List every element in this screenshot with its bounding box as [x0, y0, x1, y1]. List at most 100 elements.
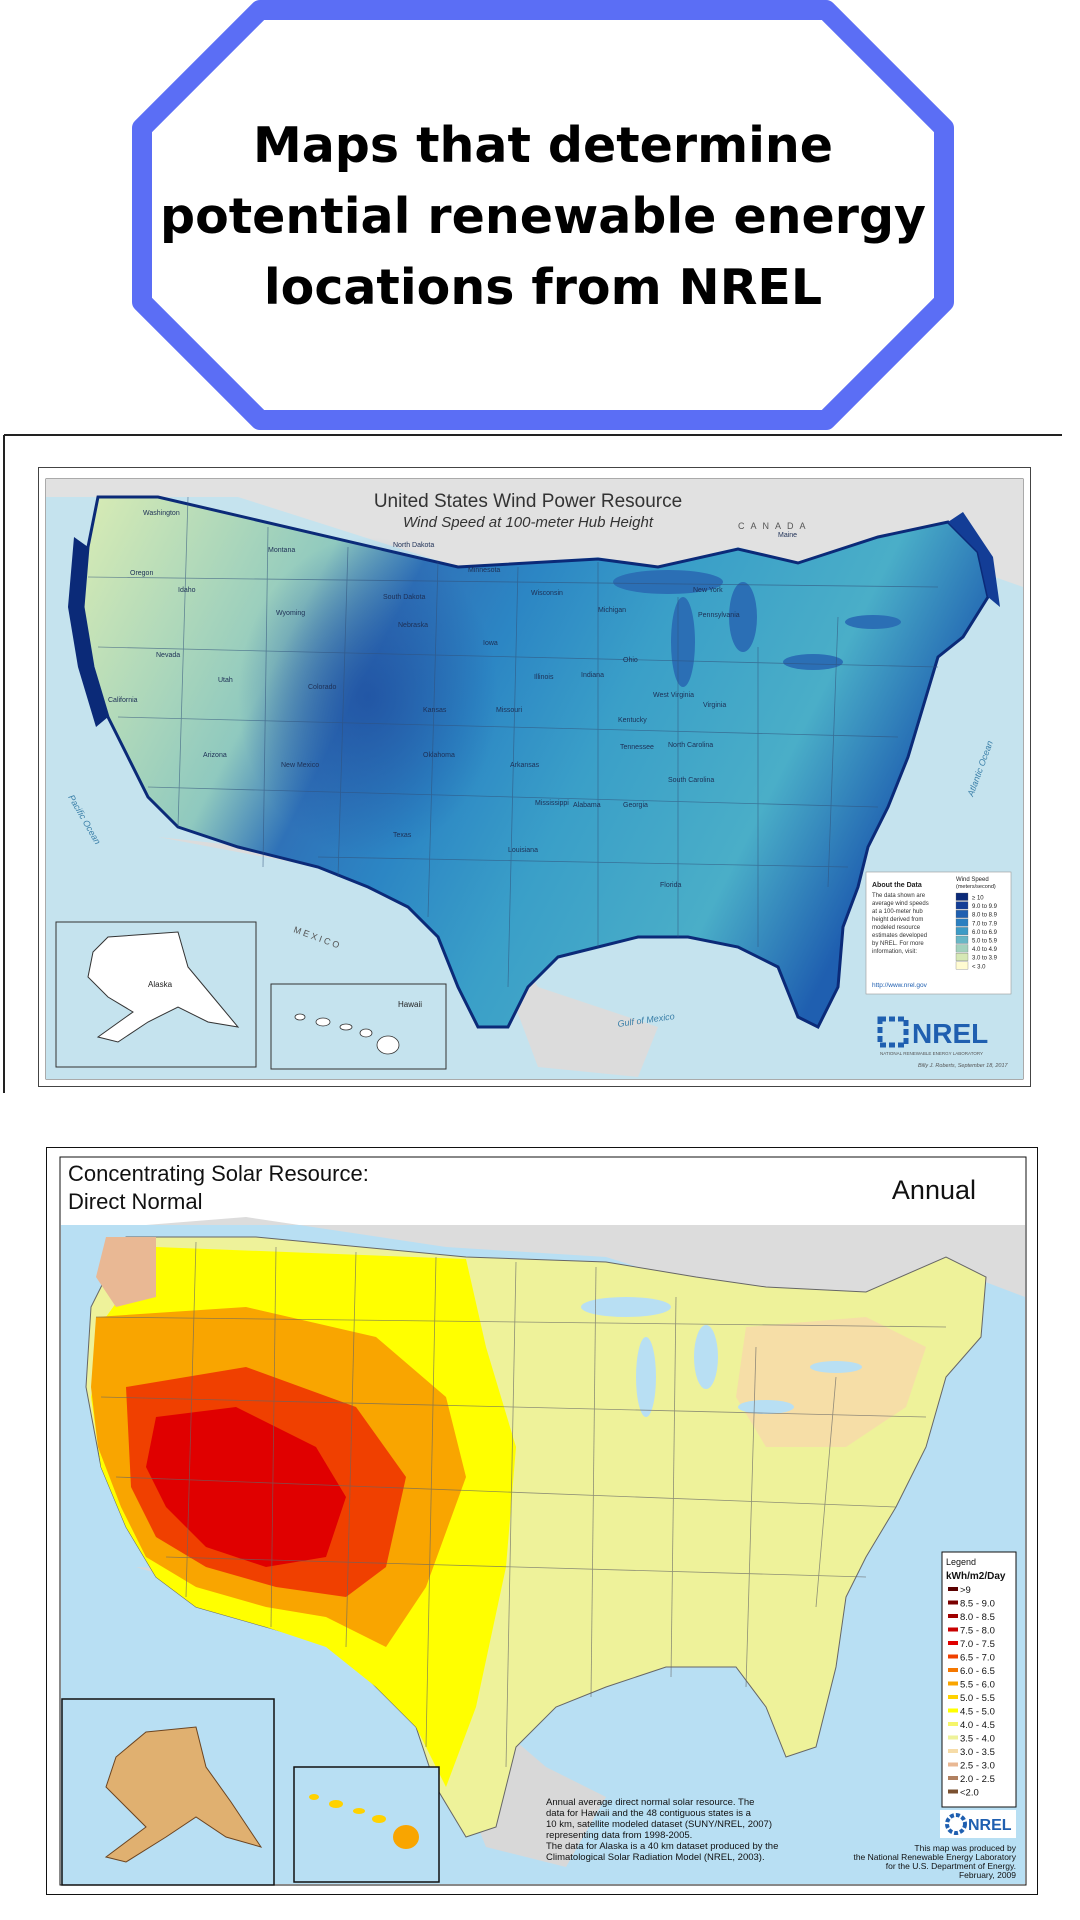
state-label-indiana: Indiana: [581, 672, 604, 679]
wind-legend-label: 9.0 to 9.9: [972, 904, 998, 910]
state-label-wisconsin: Wisconsin: [531, 590, 563, 597]
wind-legend-title: Wind Speed: [956, 877, 989, 883]
solar-legend-label: >9: [960, 1585, 971, 1596]
wind-legend-swatch: [955, 927, 969, 936]
solar-legend-label: 5.5 - 6.0: [960, 1680, 995, 1691]
solar-legend-label: 8.5 - 9.0: [960, 1599, 995, 1610]
nrel-fullname: NATIONAL RENEWABLE ENERGY LABORATORY: [880, 1051, 983, 1056]
state-label-arkansas: Arkansas: [510, 762, 540, 769]
solar-legend-label: 5.0 - 5.5: [960, 1693, 995, 1704]
about-line: by NREL. For more: [872, 941, 924, 947]
solar-produced-line: for the U.S. Department of Energy.: [886, 1861, 1016, 1871]
wind-legend-swatch: [955, 944, 969, 953]
solar-legend-swatch: [948, 1627, 958, 1632]
state-label-pennsylvania: Pennsylvania: [698, 612, 740, 619]
wind-power-map: United States Wind Power Resource Wind S…: [38, 467, 1031, 1087]
state-label-south-carolina: South Carolina: [668, 777, 714, 784]
solar-legend-swatch: [948, 1776, 958, 1780]
solar-note: Annual average direct normal solar resou…: [546, 1797, 778, 1863]
state-label-mississippi: Mississippi: [535, 800, 569, 807]
solar-legend-unit: kWh/m2/Day: [946, 1571, 1006, 1582]
solar-legend-label: 6.0 - 6.5: [960, 1666, 995, 1677]
title-line-1: Maps that determine: [252, 117, 834, 174]
solar-legend-title: Legend: [946, 1557, 976, 1567]
solar-note-line: The data for Alaska is a 40 km dataset p…: [546, 1841, 778, 1852]
wind-legend-swatch: [955, 901, 969, 910]
wind-legend-label: 5.0 to 5.9: [972, 939, 998, 945]
about-line: The data shown are: [872, 893, 926, 899]
about-line: modeled resource: [872, 925, 921, 931]
state-label-north-dakota: North Dakota: [393, 542, 434, 549]
about-line: information, visit:: [872, 949, 917, 955]
state-label-iowa: Iowa: [483, 640, 498, 647]
solar-legend-swatch: [948, 1681, 958, 1686]
state-label-oregon: Oregon: [130, 570, 153, 577]
about-line: estimates developed: [872, 933, 927, 939]
solar-legend-label: 3.0 - 3.5: [960, 1747, 995, 1758]
state-label-california: California: [108, 697, 138, 704]
wind-map-subtitle: Wind Speed at 100-meter Hub Height: [403, 514, 654, 531]
solar-legend-label: <2.0: [960, 1788, 979, 1799]
solar-legend-label: 7.0 - 7.5: [960, 1639, 995, 1650]
wind-legend-swatch: [955, 910, 969, 918]
wind-legend-box: About the Data The data shown are average…: [865, 871, 1012, 995]
state-label-kentucky: Kentucky: [618, 717, 647, 724]
wind-legend-unit: (meters/second): [956, 884, 996, 890]
solar-legend: Legend kWh/m2/Day >9 8.5 - 9.0 8.0 - 8.5 7.…: [941, 1551, 1017, 1808]
state-label-washington: Washington: [143, 510, 180, 517]
wind-legend-label: 3.0 to 3.9: [972, 956, 998, 962]
solar-legend-swatch: [948, 1654, 958, 1659]
solar-resource-map: Concentrating Solar Resource: Direct Nor…: [46, 1147, 1038, 1895]
about-line: at a 100-meter hub: [872, 909, 923, 915]
state-label-north-carolina: North Carolina: [668, 742, 713, 749]
state-label-kansas: Kansas: [423, 707, 447, 714]
state-label-minnesota: Minnesota: [468, 567, 500, 574]
solar-title-line-2: Direct Normal: [68, 1189, 202, 1214]
solar-title-line-1: Concentrating Solar Resource:: [68, 1161, 369, 1186]
state-label-nebraska: Nebraska: [398, 622, 428, 629]
wind-legend-label: ≥ 10: [972, 896, 984, 902]
solar-legend-swatch: [948, 1587, 958, 1591]
solar-legend-label: 2.0 - 2.5: [960, 1774, 995, 1785]
solar-legend-label: 2.5 - 3.0: [960, 1761, 995, 1772]
state-label-new-mexico: New Mexico: [281, 762, 319, 769]
title-line-3: locations from NREL: [263, 259, 823, 316]
wind-legend-swatch: [955, 953, 969, 961]
state-label-west-virginia: West Virginia: [653, 692, 694, 699]
solar-note-line: data for Hawaii and the 48 contiguous st…: [546, 1808, 752, 1819]
hawaii-label: Hawaii: [398, 1000, 422, 1009]
solar-note-line: Climatological Solar Radiation Model (NR…: [546, 1852, 765, 1863]
state-label-georgia: Georgia: [623, 802, 648, 809]
state-label-idaho: Idaho: [178, 587, 196, 594]
solar-legend-swatch: [948, 1749, 958, 1753]
page-title: Maps that determine potential renewable …: [132, 110, 954, 323]
state-label-new-york: New York: [693, 587, 723, 594]
title-line-2: potential renewable energy: [160, 188, 926, 245]
solar-period: Annual: [892, 1175, 976, 1205]
solar-legend-swatch: [948, 1789, 958, 1794]
state-label-montana: Montana: [268, 547, 295, 554]
state-label-arizona: Arizona: [203, 752, 227, 759]
nrel-wordmark: NREL: [912, 1018, 988, 1049]
state-label-wyoming: Wyoming: [276, 610, 305, 617]
wind-legend-label: 6.0 to 6.9: [972, 930, 998, 936]
solar-legend-swatch: [948, 1735, 958, 1740]
solar-hawaii-inset: [293, 1766, 440, 1883]
hawaii-inset: Hawaii: [270, 983, 447, 1070]
about-title: About the Data: [872, 882, 922, 889]
solar-legend-swatch: [948, 1614, 958, 1618]
alaska-label: Alaska: [148, 980, 173, 989]
about-line: average wind speeds: [872, 901, 929, 907]
solar-produced-line: February, 2009: [959, 1870, 1016, 1880]
state-label-texas: Texas: [393, 832, 412, 839]
solar-legend-label: 3.5 - 4.0: [960, 1734, 995, 1745]
state-labels: Washington Oregon Idaho Montana Wyoming Nevad…: [108, 510, 797, 889]
canada-label: C A N A D A: [738, 521, 808, 531]
wind-legend-label: 4.0 to 4.9: [972, 947, 998, 953]
wind-legend-label: 7.0 to 7.9: [972, 921, 998, 927]
state-label-oklahoma: Oklahoma: [423, 752, 455, 759]
solar-note-line: Annual average direct normal solar resou…: [546, 1797, 754, 1808]
state-label-nevada: Nevada: [156, 652, 180, 659]
state-label-missouri: Missouri: [496, 707, 523, 714]
